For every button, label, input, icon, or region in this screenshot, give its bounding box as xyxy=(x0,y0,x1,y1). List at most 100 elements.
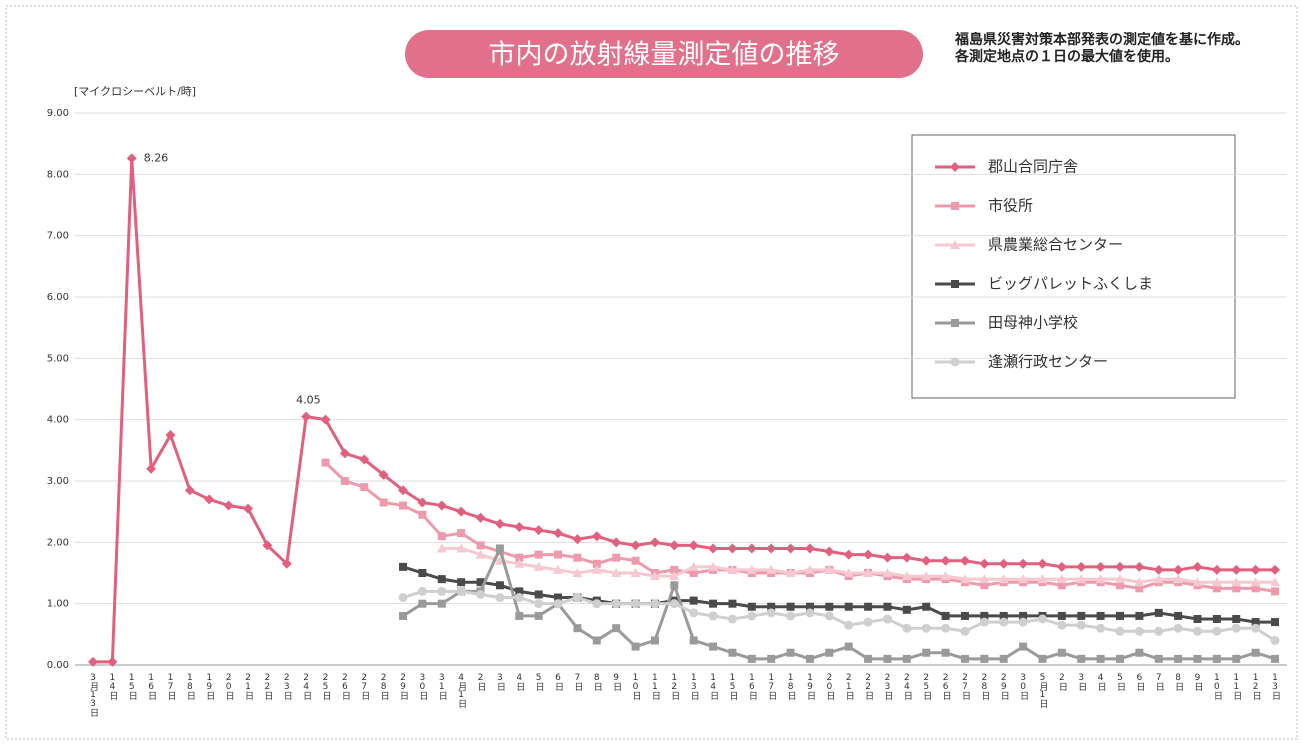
point xyxy=(1096,611,1105,620)
point xyxy=(1135,611,1144,620)
point xyxy=(1232,654,1241,663)
point xyxy=(922,648,931,657)
point xyxy=(1251,623,1261,633)
x-tick-label: 28日 xyxy=(379,673,389,700)
y-tick-label: 4.00 xyxy=(47,415,69,426)
x-tick-label: 10日 xyxy=(1212,673,1222,700)
point xyxy=(1037,614,1047,624)
point xyxy=(1173,564,1184,575)
point xyxy=(824,564,835,574)
x-tick-label: 24日 xyxy=(902,673,912,700)
point xyxy=(804,564,815,574)
point xyxy=(1115,611,1124,620)
frame xyxy=(5,5,1298,740)
point xyxy=(1232,615,1241,623)
point xyxy=(999,617,1009,627)
point xyxy=(1193,654,1202,663)
point xyxy=(1095,561,1106,572)
x-tick-label: 15日 xyxy=(127,673,137,700)
point xyxy=(1212,654,1221,663)
point xyxy=(572,534,583,545)
point xyxy=(340,477,349,485)
point xyxy=(940,571,951,581)
point xyxy=(572,568,583,577)
x-tick-label: 11日 xyxy=(650,673,660,700)
y-tick-label: 0.00 xyxy=(47,660,69,671)
point xyxy=(378,469,389,480)
point xyxy=(824,546,835,557)
point xyxy=(398,485,409,496)
point xyxy=(669,540,680,551)
point xyxy=(747,654,756,663)
point xyxy=(1271,654,1279,663)
point xyxy=(631,599,641,609)
point xyxy=(534,611,543,620)
point xyxy=(457,529,466,538)
point xyxy=(951,202,959,210)
point xyxy=(844,602,853,611)
point xyxy=(573,553,582,562)
x-tick-label: 17日 xyxy=(166,673,176,700)
point xyxy=(1154,608,1163,617)
x-tick-label: 5日 xyxy=(1115,673,1125,691)
point xyxy=(1134,561,1145,572)
point xyxy=(688,561,699,571)
x-tick-label: 9日 xyxy=(1192,673,1202,691)
point xyxy=(1057,620,1067,630)
point xyxy=(843,568,854,577)
x-tick-label: 3日 xyxy=(1076,673,1086,691)
point xyxy=(1270,564,1280,575)
point xyxy=(515,553,524,562)
point xyxy=(437,599,446,608)
point xyxy=(437,532,446,541)
point xyxy=(476,578,485,587)
point xyxy=(786,602,795,611)
point xyxy=(553,599,563,609)
point xyxy=(709,642,718,651)
point xyxy=(689,596,698,605)
point xyxy=(864,654,873,663)
point xyxy=(921,623,931,633)
point xyxy=(882,568,893,577)
point xyxy=(495,593,505,603)
point xyxy=(554,593,563,602)
point xyxy=(321,458,330,467)
point xyxy=(902,605,911,614)
x-tick-label: 18日 xyxy=(786,673,796,700)
point xyxy=(126,153,137,164)
x-tick-label: 20日 xyxy=(224,673,234,700)
x-tick-label: 18日 xyxy=(185,673,195,700)
point xyxy=(1251,584,1260,593)
point xyxy=(979,574,990,584)
point xyxy=(921,571,932,581)
point xyxy=(204,494,215,505)
point xyxy=(921,555,932,566)
point xyxy=(533,525,544,536)
point xyxy=(883,654,892,663)
x-tick-label: 5月1日 xyxy=(1037,673,1048,708)
point xyxy=(844,642,853,651)
x-tick-label: 9日 xyxy=(611,673,621,691)
point xyxy=(1057,648,1066,657)
point xyxy=(573,624,582,633)
x-tick-label: 22日 xyxy=(863,673,873,700)
x-tick-label: 14日 xyxy=(708,673,718,700)
point xyxy=(1270,577,1280,587)
point xyxy=(534,550,543,559)
point xyxy=(1212,615,1221,623)
point xyxy=(320,414,331,425)
point xyxy=(1076,561,1087,572)
series-line xyxy=(402,589,1276,642)
point xyxy=(1153,574,1164,584)
point xyxy=(301,411,312,422)
x-tick-label: 27日 xyxy=(359,673,369,700)
point xyxy=(1019,642,1028,651)
point xyxy=(1018,617,1028,627)
legend-box xyxy=(911,134,1236,399)
point xyxy=(398,593,408,603)
legend-label: 市役所 xyxy=(988,197,1033,215)
x-tick-label: 20日 xyxy=(824,673,834,700)
series-line xyxy=(441,546,1275,584)
point xyxy=(805,654,814,663)
